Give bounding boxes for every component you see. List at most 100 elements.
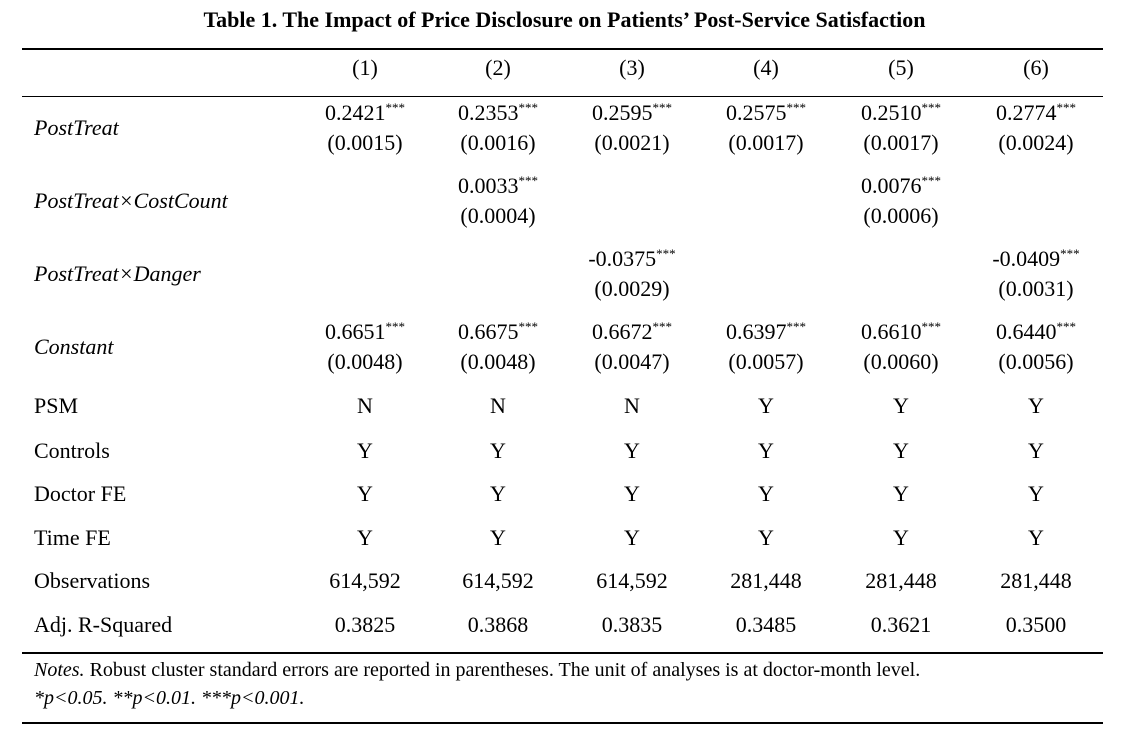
cell-value: N	[624, 393, 640, 418]
header-rule	[22, 96, 1103, 97]
significance-stars: ***	[921, 173, 942, 188]
coefficient: -0.0375***	[588, 246, 676, 271]
cell-value: 614,592	[462, 568, 534, 593]
coefficient: 0.0033***	[458, 173, 539, 198]
coef-value: 0.6397	[726, 319, 787, 344]
cell-value: Y	[893, 525, 909, 550]
cell-value: 0.3500	[1005, 612, 1067, 637]
cell-value: Y	[758, 481, 774, 506]
cell-value: 281,448	[1000, 568, 1072, 593]
coef-value: 0.2510	[861, 100, 922, 125]
cell-value: Y	[1028, 438, 1044, 463]
coef-value: 0.6610	[861, 319, 922, 344]
cell-value: Y	[357, 525, 373, 550]
coef-value: -0.0409	[992, 246, 1061, 271]
significance-stars: ***	[518, 319, 539, 334]
significance-stars: ***	[1060, 246, 1080, 261]
significance-stars: ***	[652, 100, 673, 115]
coefficient: 0.2575***	[726, 100, 807, 125]
cell-value: Y	[624, 481, 640, 506]
cell-value: 614,592	[329, 568, 401, 593]
cell-value: N	[490, 393, 506, 418]
cell-value: Y	[893, 393, 909, 418]
notes-line: Notes. Robust cluster standard errors ar…	[34, 660, 920, 680]
cell-value: Y	[490, 525, 506, 550]
cell-value: Y	[758, 438, 774, 463]
standard-error: (0.0016)	[460, 130, 536, 155]
standard-error: (0.0006)	[863, 203, 939, 228]
top-rule	[22, 48, 1103, 50]
coef-value: -0.0375	[588, 246, 657, 271]
bottom-rule	[22, 652, 1103, 654]
table-title: Table 1. The Impact of Price Disclosure …	[203, 7, 926, 32]
coefficient: 0.6675***	[458, 319, 539, 344]
row-label: PostTreat×CostCount	[34, 188, 228, 213]
row-label: Time FE	[34, 525, 111, 550]
coef-value: 0.2774	[996, 100, 1057, 125]
cell-value: N	[357, 393, 373, 418]
standard-error: (0.0021)	[594, 130, 670, 155]
column-header: (4)	[753, 55, 779, 80]
cell-value: 281,448	[865, 568, 937, 593]
significance-stars: ***	[921, 100, 942, 115]
standard-error: (0.0056)	[998, 349, 1074, 374]
standard-error: (0.0060)	[863, 349, 939, 374]
standard-error: (0.0015)	[327, 130, 403, 155]
significance-stars: ***	[652, 319, 673, 334]
notes-text: Robust cluster standard errors are repor…	[89, 659, 921, 681]
standard-error: (0.0057)	[728, 349, 804, 374]
significance-stars: ***	[385, 100, 406, 115]
standard-error: (0.0047)	[594, 349, 670, 374]
cell-value: Y	[357, 481, 373, 506]
row-label: Adj. R-Squared	[34, 612, 173, 637]
significance-stars: ***	[656, 246, 676, 261]
coef-value: 0.6440	[996, 319, 1057, 344]
coef-value: 0.6672	[592, 319, 653, 344]
coefficient: 0.2510***	[861, 100, 942, 125]
standard-error: (0.0048)	[327, 349, 403, 374]
cell-value: Y	[624, 525, 640, 550]
coef-value: 0.2421	[325, 100, 386, 125]
column-header: (5)	[888, 55, 914, 80]
cell-value: 0.3868	[467, 612, 529, 637]
significance-stars: ***	[518, 100, 539, 115]
cell-value: 0.3835	[601, 612, 663, 637]
standard-error: (0.0024)	[998, 130, 1074, 155]
row-label: Observations	[34, 568, 151, 593]
cell-value: Y	[1028, 525, 1044, 550]
standard-error: (0.0004)	[460, 203, 536, 228]
coef-value: 0.0033	[458, 173, 519, 198]
coefficient: 0.2353***	[458, 100, 539, 124]
coefficient: 0.6440***	[996, 319, 1077, 344]
coefficient: 0.6651***	[325, 319, 406, 343]
significance-stars: ***	[786, 100, 807, 115]
cell-value: 281,448	[730, 568, 802, 593]
column-header: (3)	[619, 55, 645, 80]
coef-value: 0.6675	[458, 319, 519, 344]
coefficient: -0.0409***	[992, 246, 1080, 271]
row-label: PostTreat	[34, 115, 119, 140]
significance-stars: ***	[921, 319, 942, 334]
coef-value: 0.2575	[726, 100, 787, 125]
standard-error: (0.0017)	[728, 130, 804, 155]
cell-value: Y	[893, 481, 909, 506]
cell-value: 0.3621	[870, 612, 932, 637]
row-label: Constant	[34, 334, 114, 359]
coefficient: 0.6672***	[592, 319, 673, 344]
cell-value: 0.3485	[735, 612, 797, 637]
cell-value: Y	[1028, 481, 1044, 506]
coefficient: 0.6610***	[861, 319, 942, 344]
notes-label: Notes.	[34, 659, 85, 681]
coefficient: 0.2421***	[325, 100, 406, 125]
significance-stars: ***	[1056, 319, 1077, 334]
coefficient: 0.0076***	[861, 173, 942, 197]
row-label: Controls	[34, 438, 110, 463]
significance-stars: ***	[786, 319, 807, 334]
significance-stars: ***	[518, 173, 539, 188]
significance-stars: ***	[385, 319, 406, 334]
notes-significance: *p<0.05. **p<0.01. ***p<0.001.	[34, 687, 305, 709]
cell-value: Y	[758, 525, 774, 550]
cell-value: Y	[490, 438, 506, 463]
cell-value: Y	[893, 438, 909, 463]
